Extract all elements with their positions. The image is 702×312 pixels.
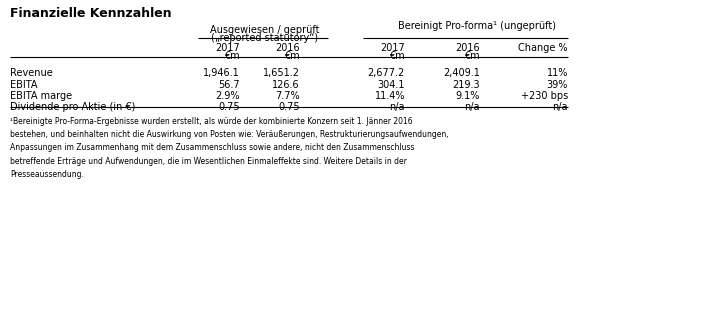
Text: 1,651.2: 1,651.2 — [263, 68, 300, 78]
Text: 2,677.2: 2,677.2 — [368, 68, 405, 78]
Text: EBITA: EBITA — [10, 80, 37, 90]
Text: n/a: n/a — [552, 102, 568, 112]
Text: 56.7: 56.7 — [218, 80, 240, 90]
Text: Finanzielle Kennzahlen: Finanzielle Kennzahlen — [10, 7, 171, 20]
Text: 0.75: 0.75 — [218, 102, 240, 112]
Text: Ausgewiesen / geprüft: Ausgewiesen / geprüft — [211, 25, 319, 35]
Text: Revenue: Revenue — [10, 68, 53, 78]
Text: EBITA marge: EBITA marge — [10, 91, 72, 101]
Text: 39%: 39% — [547, 80, 568, 90]
Text: n/a: n/a — [390, 102, 405, 112]
Text: ¹Bereinigte Pro-Forma-Ergebnisse wurden erstellt, als würde der kombinierte Konz: ¹Bereinigte Pro-Forma-Ergebnisse wurden … — [10, 117, 449, 179]
Text: 2,409.1: 2,409.1 — [443, 68, 480, 78]
Text: Dividende pro Aktie (in €): Dividende pro Aktie (in €) — [10, 102, 135, 112]
Text: 7.7%: 7.7% — [275, 91, 300, 101]
Text: („reported statutory“): („reported statutory“) — [211, 33, 319, 43]
Text: 219.3: 219.3 — [452, 80, 480, 90]
Text: €m: €m — [225, 51, 240, 61]
Text: 304.1: 304.1 — [378, 80, 405, 90]
Text: €m: €m — [284, 51, 300, 61]
Text: 11.4%: 11.4% — [374, 91, 405, 101]
Text: 11%: 11% — [547, 68, 568, 78]
Text: 2016: 2016 — [275, 43, 300, 53]
Text: n/a: n/a — [465, 102, 480, 112]
Text: €m: €m — [465, 51, 480, 61]
Text: 9.1%: 9.1% — [456, 91, 480, 101]
Text: 1,946.1: 1,946.1 — [204, 68, 240, 78]
Text: 2016: 2016 — [456, 43, 480, 53]
Text: +230 bps: +230 bps — [521, 91, 568, 101]
Text: 2.9%: 2.9% — [216, 91, 240, 101]
Text: Bereinigt Pro-forma¹ (ungeprüft): Bereinigt Pro-forma¹ (ungeprüft) — [399, 21, 557, 31]
Text: 2017: 2017 — [380, 43, 405, 53]
Text: 2017: 2017 — [216, 43, 240, 53]
Text: €m: €m — [390, 51, 405, 61]
Text: 0.75: 0.75 — [279, 102, 300, 112]
Text: 126.6: 126.6 — [272, 80, 300, 90]
Text: Change %: Change % — [518, 43, 568, 53]
